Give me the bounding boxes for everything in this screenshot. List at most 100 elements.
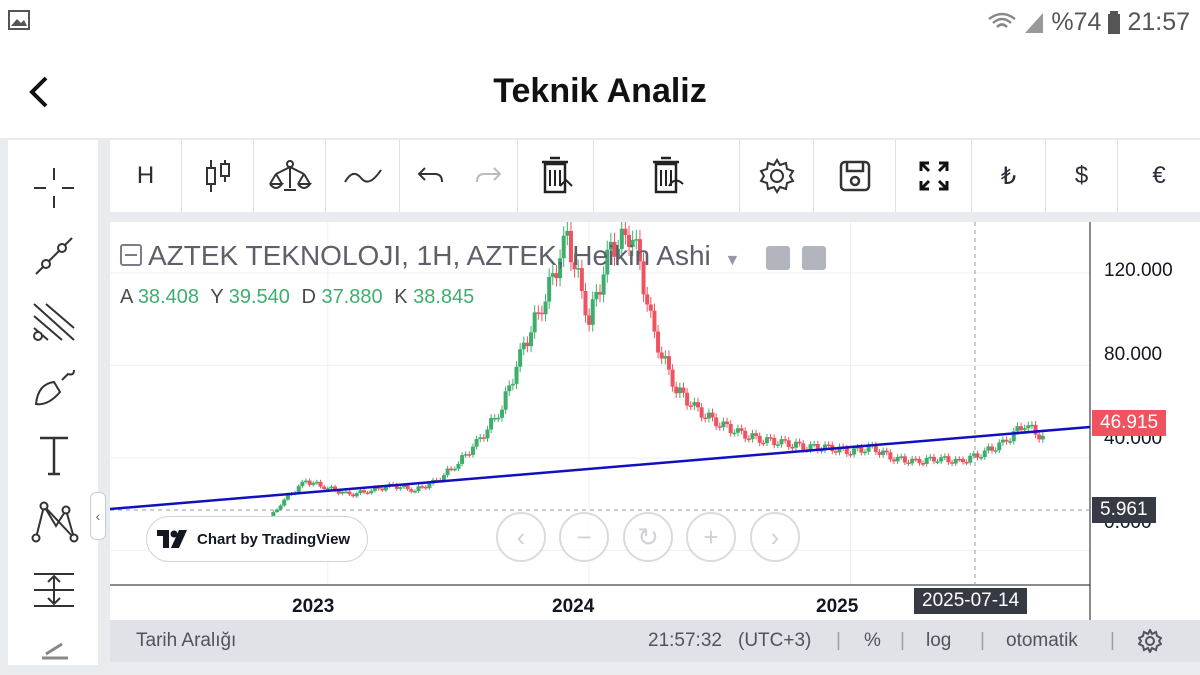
- undo-button[interactable]: [400, 140, 460, 212]
- candle-body: [924, 457, 929, 464]
- candle-body: [285, 494, 290, 500]
- delete-drawings-button[interactable]: [518, 140, 594, 212]
- page-title: Teknik Analiz: [493, 72, 707, 110]
- date-range-button[interactable]: Tarih Aralığı: [136, 630, 237, 651]
- currency-usd-button[interactable]: $: [1046, 140, 1118, 212]
- log-toggle[interactable]: log: [926, 630, 952, 651]
- open-label: A: [120, 286, 133, 308]
- open-value: 38.408: [137, 286, 199, 308]
- series-settings-icon[interactable]: [801, 245, 826, 270]
- candle-body: [703, 417, 708, 420]
- candle-body: [423, 486, 428, 489]
- zoom-in-button[interactable]: +: [686, 512, 736, 562]
- y-tick-80000: 80.000: [1104, 344, 1163, 365]
- compare-button[interactable]: [254, 140, 326, 212]
- eraser-icon[interactable]: [28, 632, 80, 662]
- candle-body: [910, 458, 915, 464]
- candle-body: [1033, 424, 1038, 435]
- candle-body: [354, 493, 359, 497]
- candle-body: [365, 492, 370, 494]
- delete-indicators-button[interactable]: [594, 140, 740, 212]
- candle-body: [529, 332, 534, 347]
- price-chart[interactable]: AZTEK TEKNOLOJI, 1H, AZTEK, Heikin Ashi …: [110, 222, 1200, 620]
- save-button[interactable]: [814, 140, 896, 212]
- candle-body: [681, 387, 686, 393]
- legend-title[interactable]: AZTEK TEKNOLOJI, 1H, AZTEK, Heikin Ashi …: [120, 240, 826, 272]
- candle-body: [271, 511, 276, 518]
- currency-try-button[interactable]: ₺: [972, 140, 1046, 212]
- candle-body: [441, 475, 446, 481]
- candle-body: [848, 454, 853, 456]
- candle-body: [761, 442, 766, 445]
- settings-button[interactable]: [740, 140, 814, 212]
- candle-body: [550, 273, 555, 277]
- zoom-out-button[interactable]: −: [559, 512, 609, 562]
- eye-icon[interactable]: [766, 245, 791, 270]
- symbol-title: AZTEK TEKNOLOJI, 1H, AZTEK, Heikin Ashi: [148, 240, 711, 271]
- brush-icon[interactable]: [28, 362, 80, 414]
- candle-body: [823, 444, 828, 451]
- candle-body: [699, 407, 704, 418]
- candle-body: [608, 241, 613, 250]
- candle-body: [470, 446, 475, 455]
- trash-indicators-icon: [652, 156, 684, 194]
- candle-body: [322, 486, 327, 489]
- gear-icon: [759, 158, 794, 194]
- trend-line-icon[interactable]: [28, 230, 80, 282]
- back-arrow-icon[interactable]: [22, 74, 58, 110]
- measure-icon[interactable]: [28, 564, 80, 616]
- pattern-icon[interactable]: [28, 496, 80, 548]
- candle-body: [343, 491, 348, 494]
- text-tool-icon[interactable]: [28, 430, 80, 482]
- reset-button[interactable]: ↻: [623, 512, 673, 562]
- candle-body: [852, 448, 857, 455]
- chart-type-button[interactable]: [182, 140, 254, 212]
- candle-body: [1015, 426, 1020, 432]
- candle-body: [899, 456, 904, 458]
- candle-body: [536, 312, 541, 314]
- signal-icon: [1025, 12, 1044, 33]
- candle-body: [946, 456, 951, 463]
- timezone-button[interactable]: (UTC+3): [738, 630, 812, 651]
- candle-body: [394, 484, 399, 489]
- fibonacci-icon[interactable]: [28, 296, 80, 348]
- dropdown-arrow-icon[interactable]: ▼: [724, 252, 741, 269]
- balance-icon: [268, 160, 312, 191]
- candle-body: [612, 241, 617, 257]
- low-label: D: [301, 286, 316, 308]
- collapse-handle[interactable]: ‹: [90, 492, 106, 540]
- candle-body: [971, 453, 976, 456]
- gallery-icon: [8, 10, 30, 30]
- drawing-toolbar: [8, 140, 98, 665]
- scroll-right-button[interactable]: ›: [750, 512, 800, 562]
- candle-body: [623, 228, 628, 236]
- redo-button[interactable]: [460, 140, 518, 212]
- candle-body: [790, 446, 795, 449]
- percent-toggle[interactable]: %: [864, 630, 881, 651]
- candle-body: [895, 457, 900, 462]
- candle-body: [481, 437, 486, 439]
- gear-icon[interactable]: [1138, 629, 1162, 653]
- candle-body: [627, 235, 632, 247]
- currency-eur-button[interactable]: €: [1118, 140, 1200, 212]
- collapse-legend-icon[interactable]: [120, 243, 142, 266]
- candle-body: [485, 429, 490, 439]
- candle-body: [579, 268, 584, 292]
- candle-body: [666, 356, 671, 370]
- candle-body: [990, 446, 994, 451]
- tradingview-badge[interactable]: Chart by TradingView: [146, 516, 368, 562]
- candle-body: [931, 456, 936, 462]
- interval-button[interactable]: H: [110, 140, 182, 212]
- indicators-button[interactable]: [326, 140, 400, 212]
- candle-body: [296, 486, 301, 493]
- scroll-left-button[interactable]: ‹: [496, 512, 546, 562]
- candle-body: [982, 450, 987, 458]
- fullscreen-button[interactable]: [896, 140, 972, 212]
- high-value: 39.540: [228, 286, 290, 308]
- status-bar: %74 21:57: [0, 0, 1200, 46]
- candle-body: [670, 369, 675, 387]
- candle-body: [554, 273, 559, 279]
- separator: |: [900, 630, 905, 651]
- auto-toggle[interactable]: otomatik: [1006, 630, 1078, 651]
- crosshair-icon[interactable]: [28, 162, 80, 214]
